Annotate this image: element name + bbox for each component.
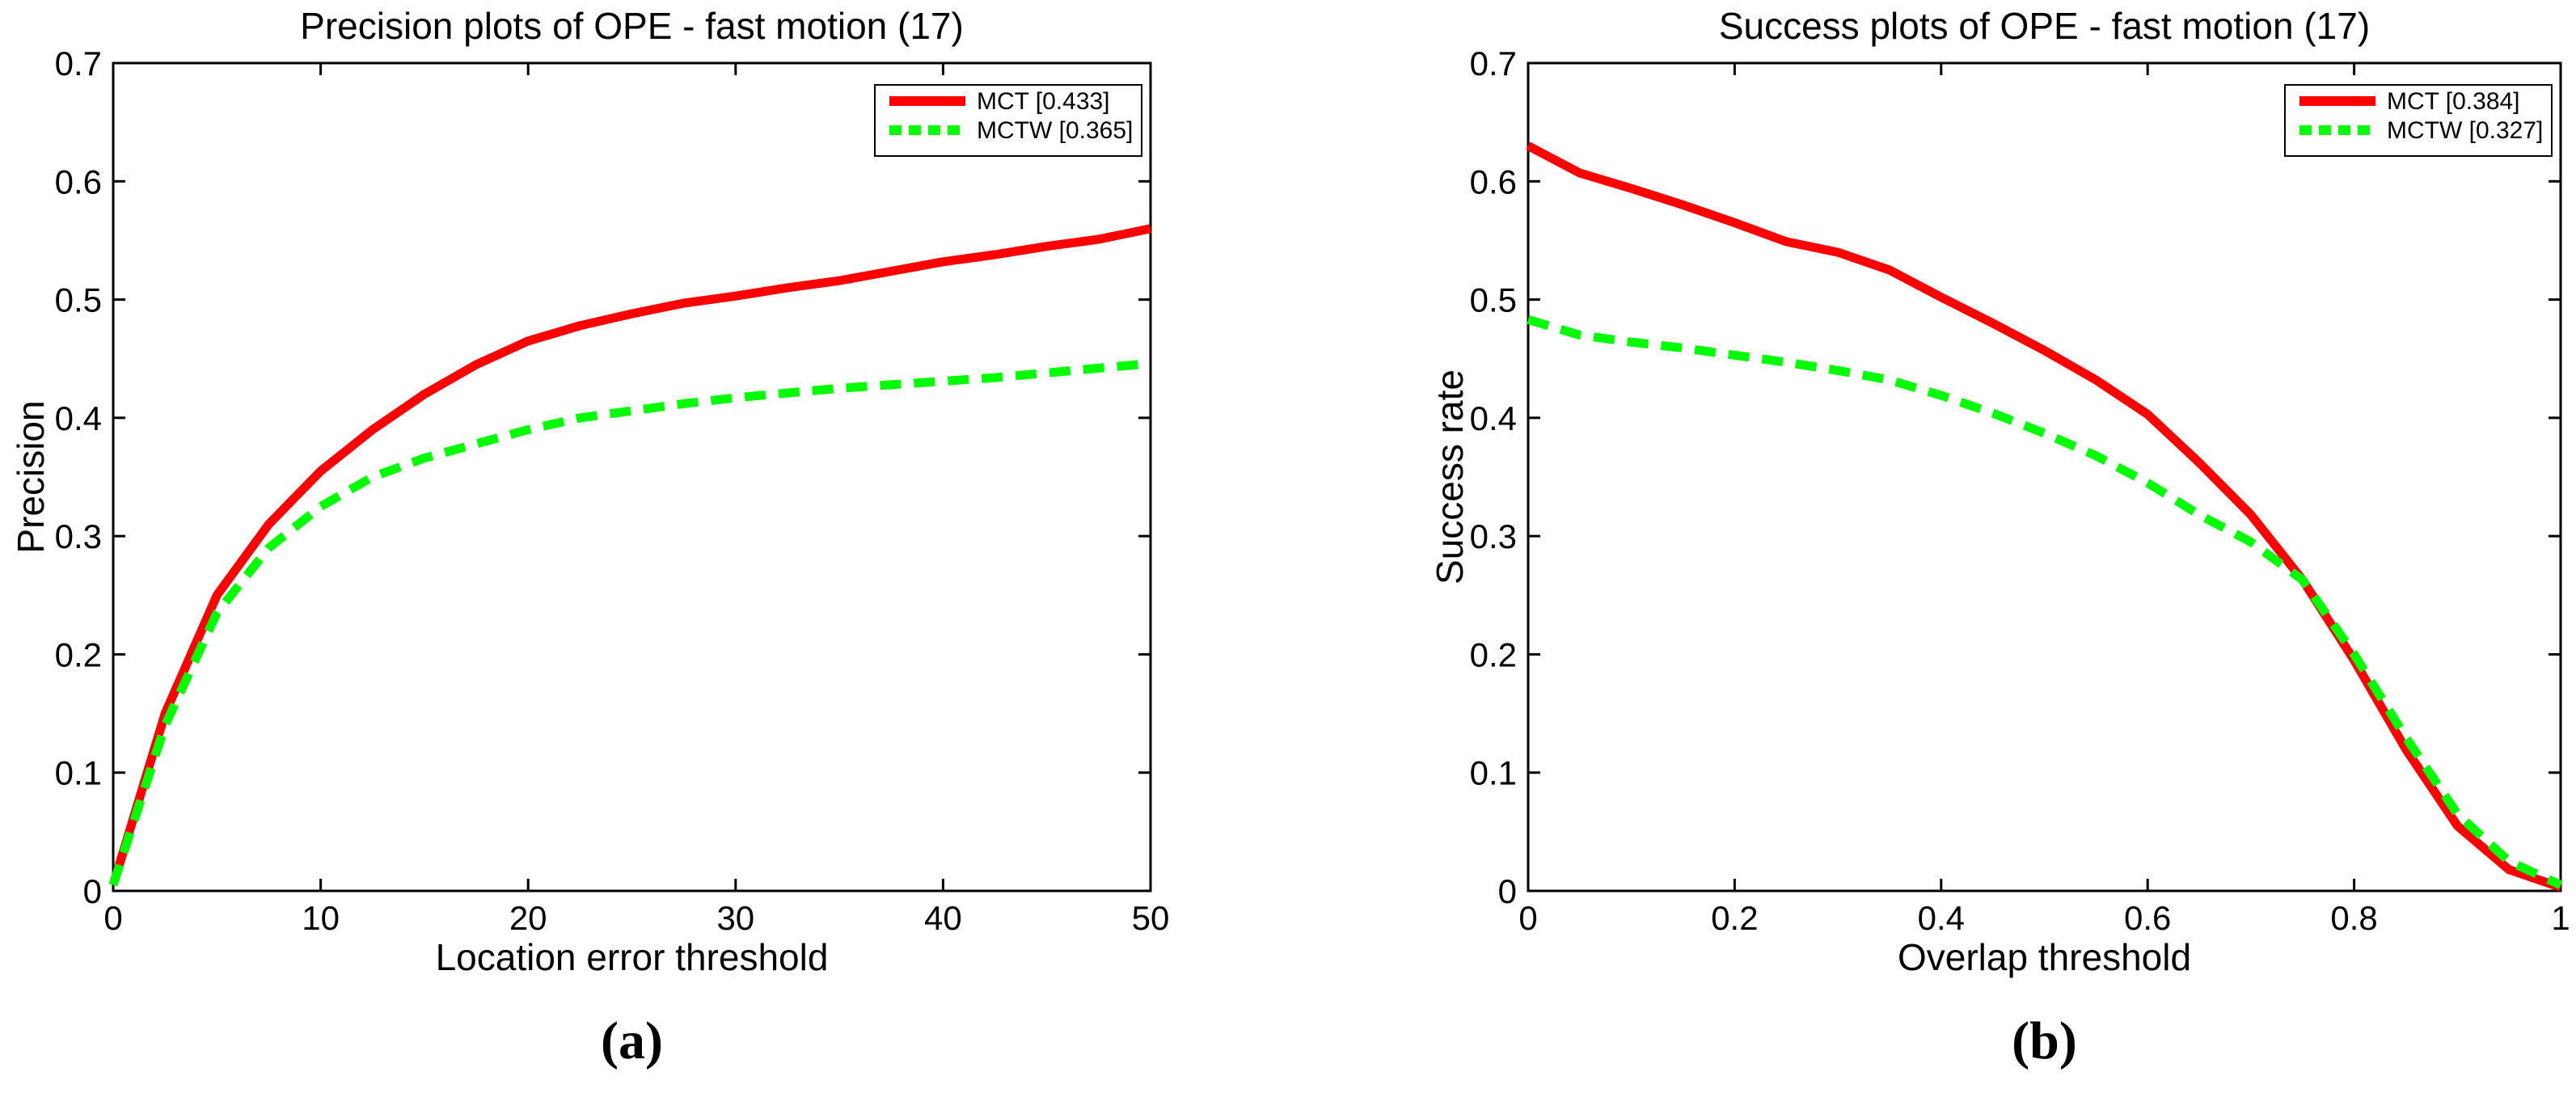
x-tick-label: 0.6 (2124, 899, 2171, 937)
axis-ticks (112, 61, 1152, 893)
precision-y-axis-label: Precision (10, 400, 52, 554)
x-tick-label: 0 (1518, 899, 1537, 937)
x-tick-label: 50 (1132, 899, 1170, 937)
curve-mct (1526, 141, 2562, 892)
legend: MCT [0.384]MCTW [0.327] (2284, 84, 2553, 157)
precision-ope-plot: 0 10 20 30 40 50 0 0.1 0.2 0.3 0.4 0.5 0.6 0.7 MCT [0.… (55, 44, 1170, 937)
y-tick-label: 0.5 (1470, 281, 1517, 319)
legend-label: MCT [0.433] (977, 88, 1110, 115)
subfigure-a-caption: (a) (601, 1011, 663, 1070)
legend-label: MCT [0.384] (2387, 88, 2520, 115)
y-tick-label: 0.2 (55, 635, 102, 673)
x-tick-label: 30 (716, 899, 754, 937)
subfigure-b-caption: (b) (2012, 1011, 2077, 1070)
curve-mctw (108, 359, 1151, 887)
x-tick-label: 10 (302, 899, 340, 937)
x-tick-label: 1 (2551, 899, 2570, 937)
y-tick-label: 0.6 (55, 162, 102, 200)
y-tick-label: 0.4 (1470, 399, 1517, 437)
y-tick-label: 0.1 (55, 754, 102, 792)
y-tick-label: 0.3 (55, 517, 102, 555)
curve-mct (108, 224, 1152, 887)
curve-mctw (1527, 315, 2563, 889)
plot-box (112, 61, 1152, 893)
y-tick-label: 0.3 (1470, 517, 1517, 555)
x-tick-label: 0.4 (1918, 899, 1965, 937)
success-ope-plot: 0 0.2 0.4 0.6 0.8 1 0 0.1 0.2 0.3 0.4 0.5 0.6 0.7 MCT … (1470, 44, 2570, 937)
y-tick-label: 0.4 (55, 399, 102, 437)
y-tick-label: 0.2 (1470, 635, 1517, 673)
success-chart-title: Success plots of OPE - fast motion (17) (1718, 5, 2371, 47)
x-tick-label: 0 (103, 899, 122, 937)
y-tick-label: 0 (1498, 872, 1517, 910)
legend-entry-mct: MCT [0.433] (889, 88, 1110, 115)
success-y-axis-label: Success rate (1429, 369, 1471, 584)
legend-entry-mctw: MCTW [0.365] (889, 117, 1133, 144)
y-tick-label: 0.1 (1470, 754, 1517, 792)
axis-ticks (1527, 61, 2562, 893)
legend-label: MCTW [0.327] (2387, 117, 2543, 144)
y-tick-label: 0 (83, 872, 102, 910)
precision-chart-title: Precision plots of OPE - fast motion (17… (300, 5, 964, 47)
tick-labels: 0 10 20 30 40 50 0 0.1 0.2 0.3 0.4 0.5 0.6 0.7 (55, 44, 1170, 937)
y-tick-label: 0.6 (1470, 162, 1517, 200)
tick-labels: 0 0.2 0.4 0.6 0.8 1 0 0.1 0.2 0.3 0.4 0.5 0.6 0.7 (1470, 44, 2570, 937)
success-x-axis-label: Overlap threshold (1897, 936, 2192, 978)
y-tick-label: 0.7 (55, 44, 102, 82)
legend-entry-mct: MCT [0.384] (2299, 88, 2520, 115)
legend-entry-mctw: MCTW [0.327] (2299, 117, 2543, 144)
x-tick-label: 0.8 (2330, 899, 2377, 937)
x-tick-label: 40 (924, 899, 962, 937)
precision-x-axis-label: Location error threshold (435, 936, 829, 978)
x-tick-label: 0.2 (1711, 899, 1758, 937)
legend-label: MCTW [0.365] (977, 117, 1133, 144)
x-tick-label: 20 (509, 899, 547, 937)
y-tick-label: 0.5 (55, 281, 102, 319)
y-tick-label: 0.7 (1470, 44, 1517, 82)
plot-box (1527, 61, 2562, 893)
legend: MCT [0.433]MCTW [0.365] (874, 84, 1142, 157)
